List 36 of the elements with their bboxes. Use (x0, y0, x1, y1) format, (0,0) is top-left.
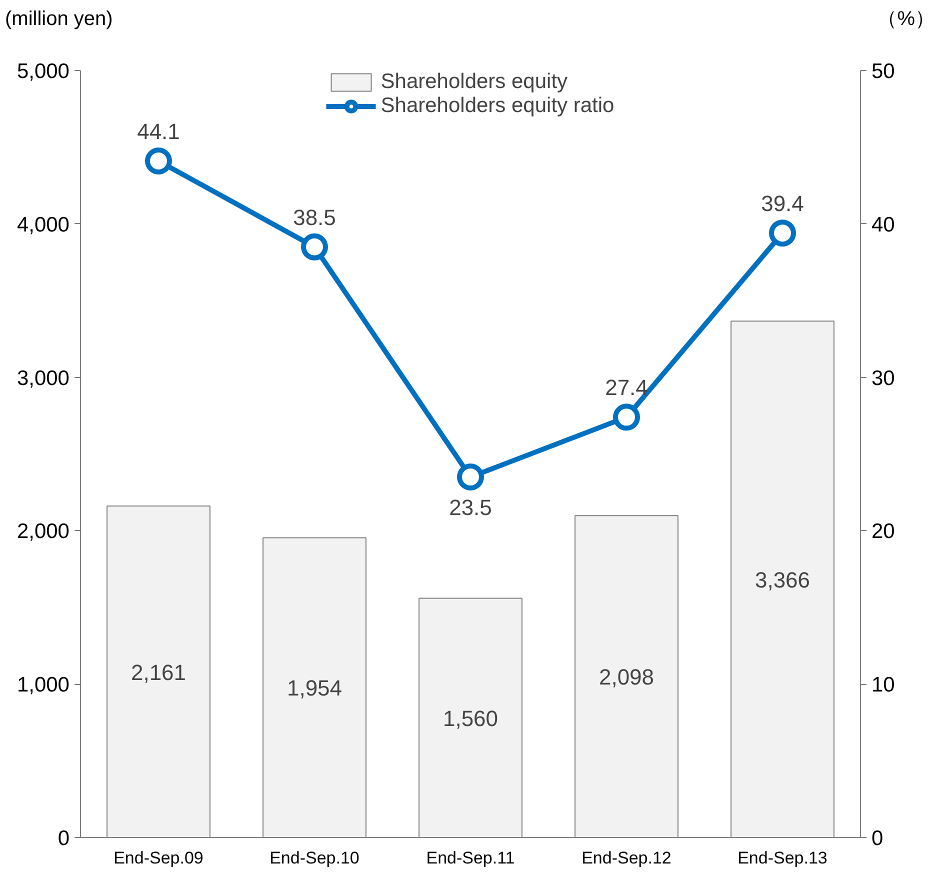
data-label: 2,161 (130, 660, 186, 685)
y2-tick-label: 10 (872, 674, 895, 697)
x-tick-label: End-Sep.11 (426, 848, 515, 868)
data-label: 38.5 (293, 204, 336, 230)
x-tick-label: End-Sep.10 (270, 848, 360, 868)
y2-tick-label: 40 (872, 213, 895, 236)
y-tick-label: 4,000 (16, 213, 70, 236)
data-label: 1,954 (286, 676, 342, 701)
y2-tick-label: 50 (872, 60, 895, 83)
data-label: 23.5 (449, 495, 492, 520)
legend-label: Shareholders equity ratio (380, 94, 614, 118)
point (613, 404, 640, 431)
y-tick-label: 2,000 (16, 520, 70, 544)
data-label: 2,098 (598, 664, 654, 690)
x-tick-label: End-Sep.09 (114, 848, 204, 868)
x-tick-label: End-Sep.13 (738, 848, 828, 868)
y-tick-label: 3,000 (16, 366, 70, 390)
data-label: 44.1 (137, 119, 180, 144)
data-label: 27.4 (605, 375, 648, 400)
point (145, 148, 172, 174)
data-label: 1,560 (442, 706, 498, 731)
point (457, 464, 484, 490)
y-tick-label: 5,000 (16, 60, 70, 83)
y-tick-label: 1,000 (16, 674, 70, 697)
data-label: 39.4 (761, 191, 804, 216)
legend-label: Shareholders equity (380, 70, 568, 94)
point (769, 220, 796, 247)
point (301, 233, 328, 260)
x-tick-label: End-Sep.12 (582, 848, 672, 868)
y2-tick-label: 0 (872, 827, 884, 850)
data-label: 3,366 (754, 567, 810, 592)
y-axis-title: (million yen) (5, 7, 113, 32)
y2-axis-title: （%） (877, 7, 935, 32)
y2-tick-label: 20 (872, 520, 895, 544)
y2-tick-label: 30 (872, 366, 895, 390)
y-tick-label: 0 (58, 827, 70, 850)
